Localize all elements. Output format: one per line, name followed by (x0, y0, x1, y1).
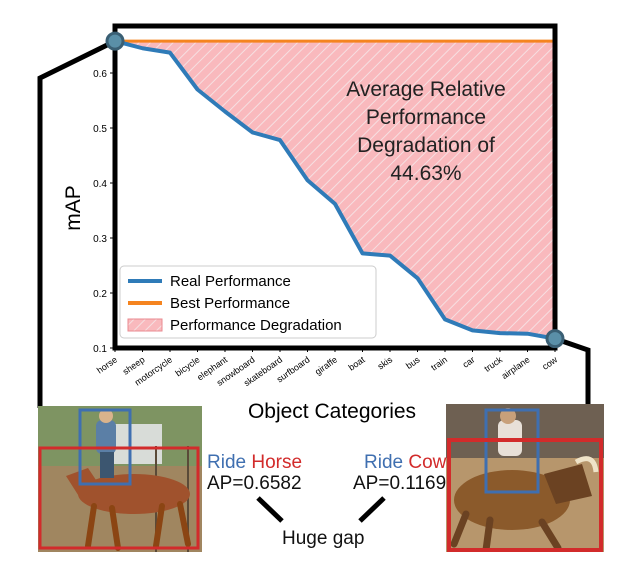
gap-line-left (256, 496, 284, 523)
y-tick-label: 0.1 (93, 344, 107, 355)
legend-label: Real Performance (170, 273, 291, 290)
degradation-annotation-line: Performance (366, 106, 486, 129)
x-tick-label: giraffe (313, 354, 339, 376)
legend-box (119, 265, 377, 339)
x-tick-label: cow (540, 354, 559, 372)
connector-lines (37, 38, 591, 523)
x-tick-label: horse (95, 354, 119, 375)
y-tick-label: 0.2 (93, 289, 107, 300)
cow-photo (446, 404, 604, 552)
marker-horse (105, 31, 125, 51)
y-tick-label: 0.6 (93, 69, 107, 80)
horse-photo-drawing (38, 406, 202, 552)
subject-box-rider (484, 408, 540, 494)
y-axis-label: mAP (62, 185, 85, 231)
y-tick-label: 0.4 (93, 179, 107, 190)
legend-swatch (127, 318, 163, 332)
legend: Real Performance Best Performance Performa… (119, 265, 377, 339)
y-tick-label: 0.5 (93, 124, 107, 135)
huge-gap-label: Huge gap (282, 528, 365, 549)
x-tick-label: train (429, 354, 449, 372)
object-box-cow (447, 438, 603, 552)
y-tick-label: 0.3 (93, 234, 107, 245)
degradation-annotation-line: Average Relative (346, 78, 506, 101)
x-tick-label: bus (404, 354, 422, 371)
legend-label: Performance Degradation (170, 317, 342, 334)
x-tick-label: skis (376, 354, 395, 371)
connector-right (554, 336, 591, 406)
degradation-annotation-line: 44.63% (390, 162, 461, 185)
series-real-performance (114, 39, 556, 341)
right-ride-verb: Ride (364, 452, 404, 473)
horse-photo (38, 406, 202, 552)
degradation-fill (115, 41, 555, 339)
marker-cow (545, 329, 565, 349)
left-ap-value: AP=0.6582 (207, 473, 302, 494)
cow-photo-drawing (446, 404, 604, 552)
legend-label: Best Performance (170, 295, 290, 312)
x-axis-label: Object Categories (248, 400, 416, 423)
left-interaction-label: Ride Horse (207, 452, 302, 474)
right-interaction-label: Ride Cow (364, 452, 446, 474)
degradation-annotation-line: Degradation of (357, 134, 495, 157)
connector-left (37, 38, 117, 408)
right-object-name: Cow (408, 452, 447, 473)
x-tick-label: boat (347, 354, 367, 373)
gap-line-right (358, 496, 386, 523)
left-object-name: Horse (251, 452, 303, 473)
object-box-horse (38, 446, 200, 550)
x-tick-label: airplane (500, 354, 532, 381)
left-ride-verb: Ride (207, 452, 247, 473)
right-ap-value: AP=0.1169 (353, 473, 447, 494)
x-tick-label: car (461, 354, 477, 369)
